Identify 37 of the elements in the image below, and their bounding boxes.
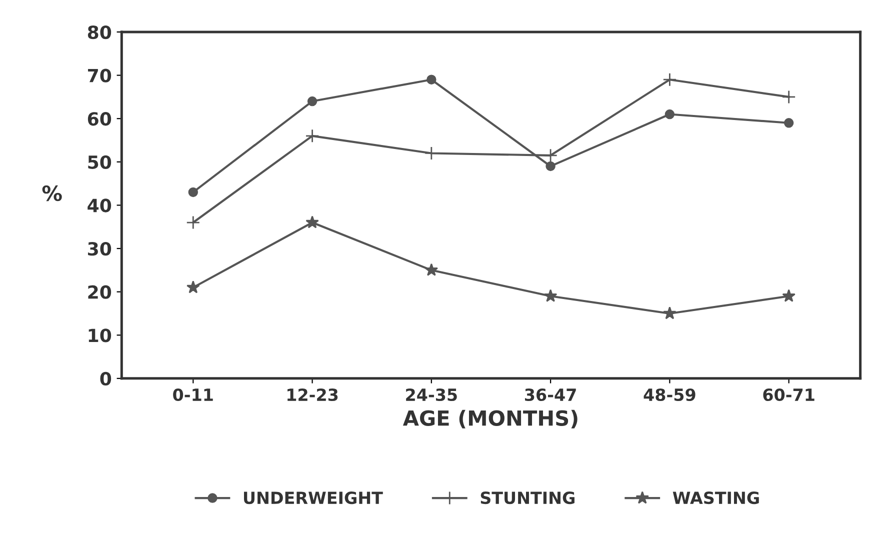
y-axis-title: % bbox=[42, 185, 62, 202]
x-tick-label: 48-59 bbox=[644, 388, 696, 402]
y-tick-label: 70 bbox=[88, 68, 112, 82]
point bbox=[662, 72, 677, 87]
point bbox=[664, 109, 675, 120]
y-tick-label: 30 bbox=[88, 242, 112, 256]
y-tick-label: 50 bbox=[88, 155, 112, 170]
point bbox=[306, 216, 319, 228]
point bbox=[424, 263, 438, 276]
point bbox=[426, 74, 436, 84]
point bbox=[188, 187, 198, 198]
y-tick-label: 80 bbox=[88, 25, 112, 40]
x-tick-label: 0-11 bbox=[173, 388, 213, 402]
point bbox=[544, 289, 558, 302]
y-tick-label: 20 bbox=[88, 285, 112, 299]
point bbox=[186, 280, 200, 294]
y-tick-label: 60 bbox=[88, 112, 112, 126]
point bbox=[186, 216, 200, 230]
point bbox=[663, 306, 676, 320]
x-tick-label: 36-47 bbox=[525, 388, 576, 402]
point bbox=[546, 161, 556, 172]
point bbox=[782, 90, 796, 104]
y-tick-label: 10 bbox=[88, 328, 112, 342]
y-tick-label: 40 bbox=[88, 198, 112, 212]
legend-label: UNDERWEIGHT bbox=[244, 492, 383, 504]
point bbox=[307, 96, 318, 106]
legend-label: STUNTING bbox=[480, 492, 574, 504]
x-tick-label: 60-71 bbox=[763, 388, 814, 402]
point bbox=[305, 128, 320, 143]
x-axis-title: AGE (MONTHS) bbox=[402, 410, 578, 428]
point bbox=[784, 118, 794, 128]
point bbox=[782, 289, 796, 302]
point bbox=[544, 148, 558, 162]
x-tick-label: 24-35 bbox=[406, 388, 457, 402]
x-tick-label: 12-23 bbox=[288, 388, 338, 402]
legend-label: WASTING bbox=[672, 492, 759, 504]
y-tick-label: 0 bbox=[100, 372, 112, 386]
